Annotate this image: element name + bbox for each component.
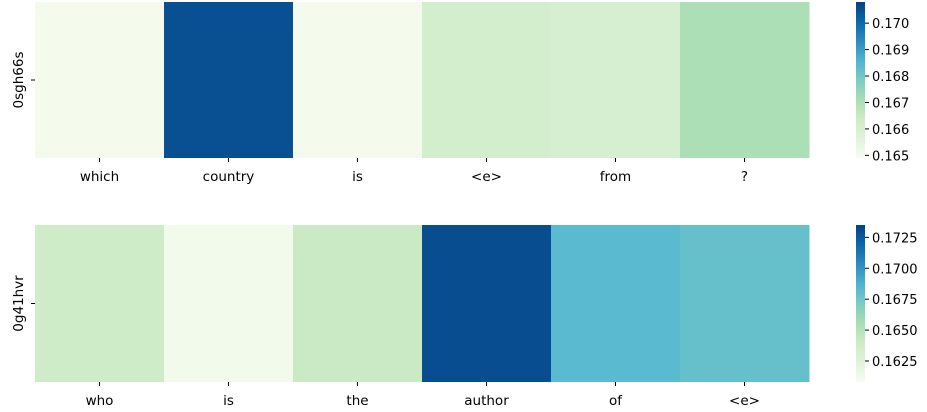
y-tick-label: 0sgh66s <box>11 52 27 109</box>
colorbar-tick-label: 0.1700 <box>872 262 918 277</box>
heatmap-cell <box>422 2 552 158</box>
heatmap-cell <box>35 2 165 158</box>
x-tick-label: the <box>346 393 368 409</box>
x-tick-label: <e> <box>729 393 760 409</box>
heatmap-cell <box>164 2 294 158</box>
colorbar-tick-label: 0.1725 <box>872 231 918 246</box>
heatmap-cell <box>422 225 552 382</box>
x-tick-label: author <box>464 393 509 409</box>
x-tick-label: <e> <box>471 169 502 185</box>
colorbar-tick-label: 0.1675 <box>872 293 918 308</box>
colorbar-tick-label: 0.166 <box>872 123 909 138</box>
colorbar-tick-label: 0.169 <box>872 44 909 59</box>
colorbar-tick-label: 0.165 <box>872 149 909 164</box>
colorbar <box>856 225 865 382</box>
heatmap-panel-1: which country is <e> from ? 0sgh66s 0.165 0.166 0… <box>11 2 909 185</box>
x-tick-label: is <box>352 169 363 185</box>
heatmap-cell <box>293 2 423 158</box>
x-tick-label: is <box>223 393 234 409</box>
x-tick-label: of <box>609 393 623 409</box>
heatmap-cell <box>35 225 165 382</box>
heatmap-cell <box>680 225 810 382</box>
colorbar-tick-label: 0.1625 <box>872 355 918 370</box>
heatmap-cell <box>551 225 681 382</box>
colorbar-tick-label: 0.167 <box>872 96 909 111</box>
y-tick-label: 0g41hvr <box>11 275 27 332</box>
x-tick-label: who <box>86 393 114 409</box>
heatmap-cell <box>551 2 681 158</box>
x-tick-label: from <box>600 169 631 185</box>
colorbar-tick-label: 0.168 <box>872 70 909 85</box>
colorbar <box>856 2 865 158</box>
x-tick-label: which <box>80 169 119 185</box>
x-tick-label: ? <box>741 169 748 185</box>
colorbar-tick-label: 0.170 <box>872 17 909 32</box>
heatmap-panel-2: who is the author of <e> 0g41hvr 0.1625 0.1650 0.… <box>11 225 918 409</box>
heatmap-cell <box>164 225 294 382</box>
heatmap-cell <box>680 2 810 158</box>
heatmap-cell <box>293 225 423 382</box>
x-tick-label: country <box>203 169 255 185</box>
colorbar-tick-label: 0.1650 <box>872 324 918 339</box>
